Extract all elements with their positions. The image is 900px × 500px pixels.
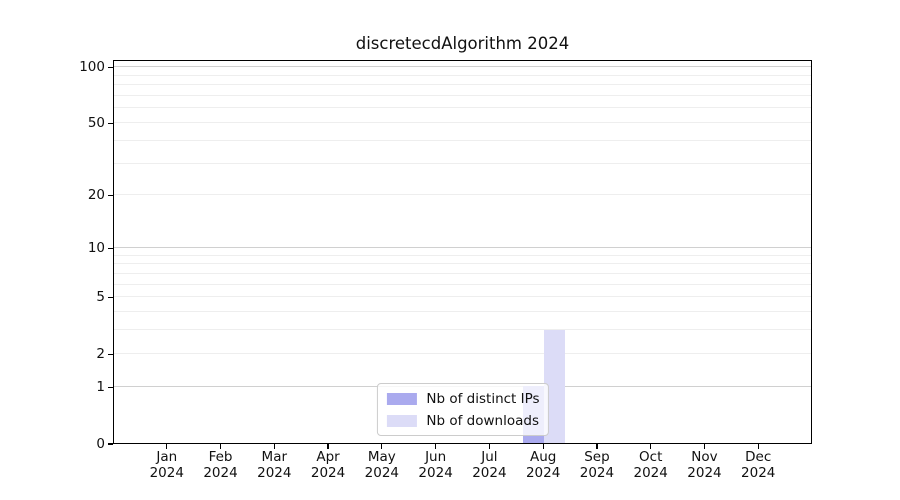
x-tick-label-jan: Jan 2024 <box>131 449 203 481</box>
y-tick-label: 1 <box>96 378 105 395</box>
x-tick-label-jul: Jul 2024 <box>453 449 525 481</box>
legend-swatch-distinct-ips <box>386 392 417 405</box>
gridline-minor <box>114 121 811 123</box>
y-tick-mark <box>108 353 113 355</box>
x-tick-label-apr: Apr 2024 <box>292 449 364 481</box>
x-tick-year: 2024 <box>579 464 615 481</box>
gridline-minor <box>114 329 811 331</box>
y-tick-mark <box>108 247 113 250</box>
y-tick-mark <box>108 297 113 299</box>
gridline-minor <box>114 263 811 265</box>
x-tick-mark <box>650 444 652 449</box>
gridline-minor <box>114 162 811 164</box>
gridline-minor <box>114 84 811 86</box>
x-tick-label-may: May 2024 <box>346 449 418 481</box>
x-tick-label-nov: Nov 2024 <box>668 449 740 481</box>
x-tick-label-feb: Feb 2024 <box>185 449 257 481</box>
x-tick-mark <box>381 444 383 449</box>
gridline-minor <box>114 107 811 109</box>
x-tick-month: May <box>367 449 396 465</box>
legend-label-distinct-ips: Nb of distinct IPs <box>426 390 540 407</box>
y-tick-label: 10 <box>87 239 105 256</box>
x-tick-year: 2024 <box>525 464 561 481</box>
gridline-minor <box>114 74 811 76</box>
plot-area: Nb of distinct IPs Nb of downloads <box>113 60 812 444</box>
y-tick-mark <box>108 195 113 197</box>
legend: Nb of distinct IPs Nb of downloads <box>376 383 549 436</box>
y-tick-label: 5 <box>96 289 105 306</box>
gridline-minor <box>114 254 811 256</box>
x-tick-year: 2024 <box>633 464 668 481</box>
x-tick-month: Oct <box>639 449 663 465</box>
x-tick-month: Apr <box>316 449 340 465</box>
legend-item-distinct-ips: Nb of distinct IPs <box>386 389 540 408</box>
gridline-minor <box>114 352 811 354</box>
x-tick-mark <box>166 444 168 449</box>
x-tick-year: 2024 <box>687 464 722 481</box>
gridline-minor <box>114 139 811 141</box>
x-tick-month: Sep <box>584 449 610 465</box>
x-tick-month: Nov <box>691 449 718 465</box>
x-tick-year: 2024 <box>472 464 507 481</box>
y-tick-label: 2 <box>96 345 105 362</box>
x-tick-year: 2024 <box>418 464 453 481</box>
gridline-minor <box>114 272 811 274</box>
x-tick-mark <box>596 444 598 449</box>
x-tick-label-jun: Jun 2024 <box>400 449 472 481</box>
x-tick-label-aug: Aug 2024 <box>507 449 579 481</box>
legend-item-downloads: Nb of downloads <box>386 411 539 430</box>
x-tick-mark <box>703 444 706 449</box>
y-tick-mark <box>108 443 113 445</box>
x-tick-month: Feb <box>208 449 233 465</box>
x-tick-mark <box>219 444 222 449</box>
x-tick-year: 2024 <box>364 464 400 481</box>
x-tick-label-mar: Mar 2024 <box>238 449 310 481</box>
x-tick-month: Jul <box>481 449 498 465</box>
chart-title: discretecdAlgorithm 2024 <box>355 34 570 53</box>
y-tick-label: 0 <box>96 435 105 452</box>
x-tick-mark <box>327 444 329 449</box>
x-tick-label-sep: Sep 2024 <box>561 449 633 481</box>
x-tick-month: Jun <box>425 449 447 465</box>
gridline-major <box>114 66 811 68</box>
x-tick-year: 2024 <box>741 464 776 481</box>
y-tick-mark <box>108 386 113 389</box>
x-tick-label-dec: Dec 2024 <box>722 449 794 481</box>
x-tick-label-oct: Oct 2024 <box>615 449 687 481</box>
x-tick-mark <box>488 444 490 449</box>
gridline-minor <box>114 296 811 298</box>
y-tick-label: 50 <box>87 114 105 131</box>
x-tick-mark <box>542 444 544 449</box>
legend-swatch-downloads <box>386 414 417 427</box>
x-tick-mark <box>757 444 759 449</box>
x-tick-year: 2024 <box>310 464 346 481</box>
x-tick-year: 2024 <box>257 464 292 481</box>
x-tick-mark <box>435 444 437 449</box>
bar-downloads-aug <box>544 329 566 443</box>
y-tick-label: 100 <box>79 59 105 76</box>
y-tick-mark <box>108 122 113 124</box>
x-tick-mark <box>273 444 275 449</box>
legend-label-downloads: Nb of downloads <box>426 412 539 429</box>
gridline-minor <box>114 94 811 96</box>
y-tick-label: 20 <box>87 187 105 204</box>
x-tick-year: 2024 <box>203 464 238 481</box>
gridline-minor <box>114 311 811 313</box>
x-tick-month: Mar <box>261 449 288 465</box>
x-tick-month: Jan <box>156 449 178 465</box>
gridline-major <box>114 246 811 248</box>
x-tick-year: 2024 <box>149 464 184 481</box>
gridline-minor <box>114 194 811 196</box>
gridline-minor <box>114 283 811 285</box>
y-tick-mark <box>108 67 113 69</box>
x-tick-month: Aug <box>529 449 557 465</box>
x-tick-month: Dec <box>745 449 772 465</box>
